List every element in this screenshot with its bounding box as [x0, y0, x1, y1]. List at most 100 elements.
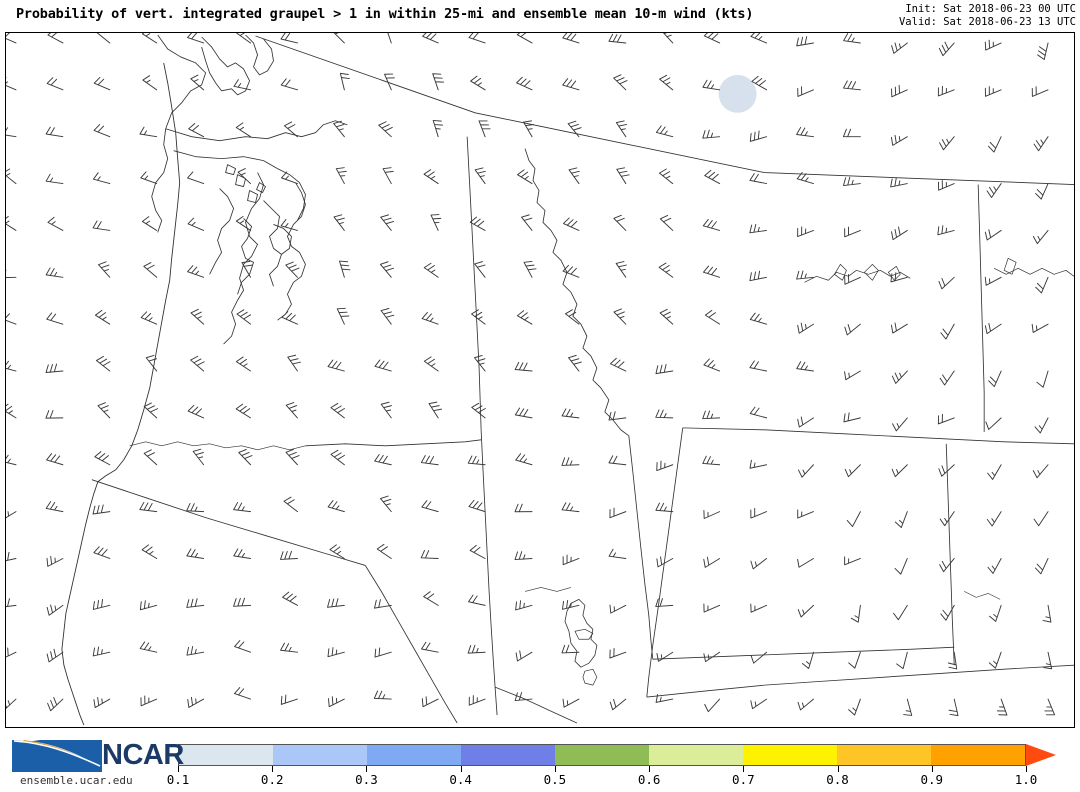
- wind-barb: [562, 554, 580, 566]
- wind-barb: [1031, 323, 1049, 333]
- wind-barb: [423, 262, 439, 278]
- wind-barb: [523, 120, 535, 138]
- colorbar-tick: [178, 766, 179, 772]
- wind-barb: [561, 408, 580, 419]
- wind-barb: [6, 127, 17, 138]
- wind-barb: [655, 363, 674, 375]
- wind-barb: [430, 214, 442, 231]
- wind-barb: [382, 167, 394, 185]
- map-canvas[interactable]: [6, 33, 1074, 727]
- wind-barb: [568, 354, 582, 372]
- map-panel[interactable]: [5, 32, 1075, 728]
- wind-barb: [190, 355, 205, 372]
- wind-barb: [284, 121, 298, 138]
- wind-barb: [988, 370, 1002, 388]
- wind-barb: [514, 551, 533, 561]
- wind-barb: [378, 121, 393, 138]
- wind-barb: [515, 453, 533, 466]
- wind-barb: [984, 229, 1002, 241]
- wind-barb: [235, 215, 252, 231]
- wind-barb: [656, 556, 674, 568]
- wind-barb: [92, 598, 111, 610]
- wind-barb: [937, 85, 955, 97]
- wind-barb: [471, 402, 486, 419]
- wind-barb: [235, 356, 252, 372]
- wind-barb: [95, 355, 111, 372]
- wind-barb: [46, 453, 64, 466]
- wind-barb: [470, 75, 486, 91]
- colorbar-segment-1: [273, 745, 367, 765]
- wind-barb: [187, 404, 205, 419]
- wind-barb: [6, 33, 17, 44]
- wind-barb: [140, 311, 158, 325]
- wind-barb: [92, 504, 111, 515]
- wind-barb: [514, 361, 533, 372]
- wind-barb: [143, 262, 158, 278]
- wind-barb: [6, 511, 17, 519]
- wind-barb: [233, 687, 252, 700]
- wind-barb: [186, 502, 205, 513]
- wind-barb: [801, 651, 814, 669]
- wind-barb: [704, 309, 721, 325]
- wind-barb: [46, 648, 64, 663]
- colorbar-segment-5: [649, 745, 743, 765]
- wind-barb: [938, 464, 955, 477]
- ncar-logo[interactable]: NCAR ensemble.ucar.edu: [6, 738, 184, 788]
- colorbar-tick: [460, 766, 462, 772]
- wind-barb: [561, 644, 580, 654]
- wind-barb: [703, 265, 721, 278]
- wind-barb: [848, 698, 861, 716]
- init-time: Init: Sat 2018-06-23 00 UTC: [905, 3, 1076, 15]
- wind-barb: [45, 410, 64, 419]
- wind-barb: [143, 449, 158, 466]
- wind-barb: [97, 402, 111, 419]
- wind-barb: [93, 546, 111, 559]
- wind-barb: [467, 644, 486, 654]
- wind-barb: [613, 74, 628, 91]
- wind-barb: [987, 464, 1002, 480]
- wind-barb: [139, 501, 158, 513]
- wind-barb: [280, 694, 298, 705]
- wind-barb: [192, 448, 205, 466]
- wind-barb: [844, 274, 861, 285]
- wind-barb: [658, 262, 674, 278]
- wind-barb: [282, 591, 298, 606]
- probability-colorbar[interactable]: 0.1 0.2 0.3 0.4 0.5 0.6 0.7 0.8 0.9 1.0: [167, 744, 1058, 788]
- wind-barb: [335, 167, 347, 185]
- wind-barb: [1033, 511, 1049, 527]
- wind-barb: [432, 119, 443, 138]
- wind-barb: [703, 556, 721, 568]
- wind-barb: [236, 33, 252, 44]
- wind-barb: [514, 503, 533, 513]
- wind-barb: [937, 180, 955, 191]
- wind-barb: [327, 598, 345, 608]
- wind-barb: [281, 171, 298, 185]
- colorbar-label: 0.1: [166, 772, 190, 787]
- colorbar-tick: [366, 766, 368, 772]
- wind-barb: [702, 129, 721, 139]
- wind-barb: [797, 226, 814, 237]
- colorbar-tick: [837, 766, 839, 772]
- wind-barb: [471, 309, 486, 325]
- graupel-probability-blob-montana: [718, 74, 757, 113]
- wind-barb: [703, 603, 721, 613]
- wind-barb: [339, 260, 351, 278]
- wind-barb: [376, 543, 392, 559]
- wind-barb: [47, 216, 64, 231]
- wind-barb: [141, 216, 158, 231]
- wind-barb: [892, 417, 908, 432]
- wind-barb: [750, 603, 768, 613]
- wind-barb: [6, 269, 17, 279]
- wind-barb: [6, 698, 17, 709]
- wind-barb: [947, 651, 958, 670]
- wind-barb: [937, 225, 955, 236]
- wind-barb: [333, 33, 345, 44]
- wind-barb: [1042, 604, 1052, 623]
- wind-barb: [609, 507, 627, 519]
- wind-barb: [655, 502, 674, 513]
- wind-barb: [333, 214, 345, 231]
- wind-barb: [280, 218, 298, 231]
- colorbar-label: 0.8: [826, 772, 849, 787]
- geography-layer: [61, 34, 1074, 726]
- colorbar-tick: [931, 766, 933, 772]
